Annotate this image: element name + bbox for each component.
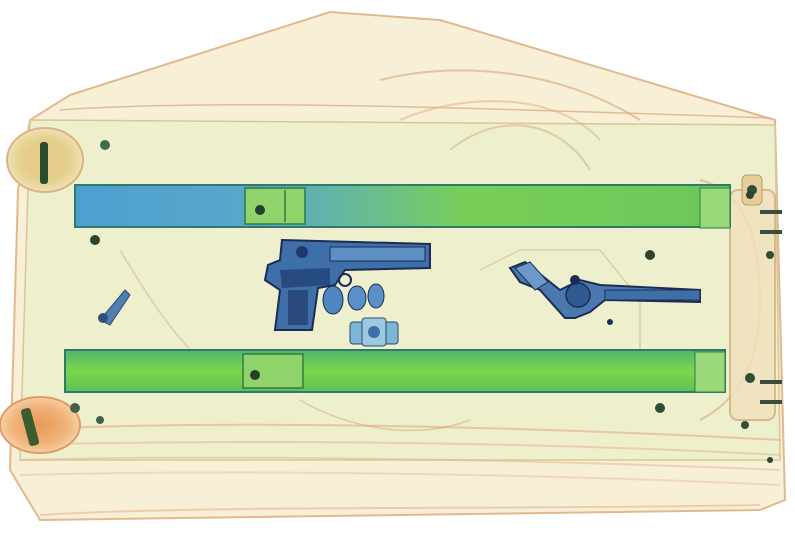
trolley-bar-bottom	[64, 349, 726, 413]
wheel-top-left	[6, 127, 110, 193]
handle-right	[729, 174, 782, 429]
small-device	[349, 317, 399, 347]
screws	[90, 191, 773, 463]
wheel-bottom-left	[0, 396, 104, 454]
revolver	[508, 260, 701, 325]
pistol	[263, 238, 431, 331]
keys	[322, 273, 385, 315]
trolley-bar-top	[74, 184, 731, 229]
